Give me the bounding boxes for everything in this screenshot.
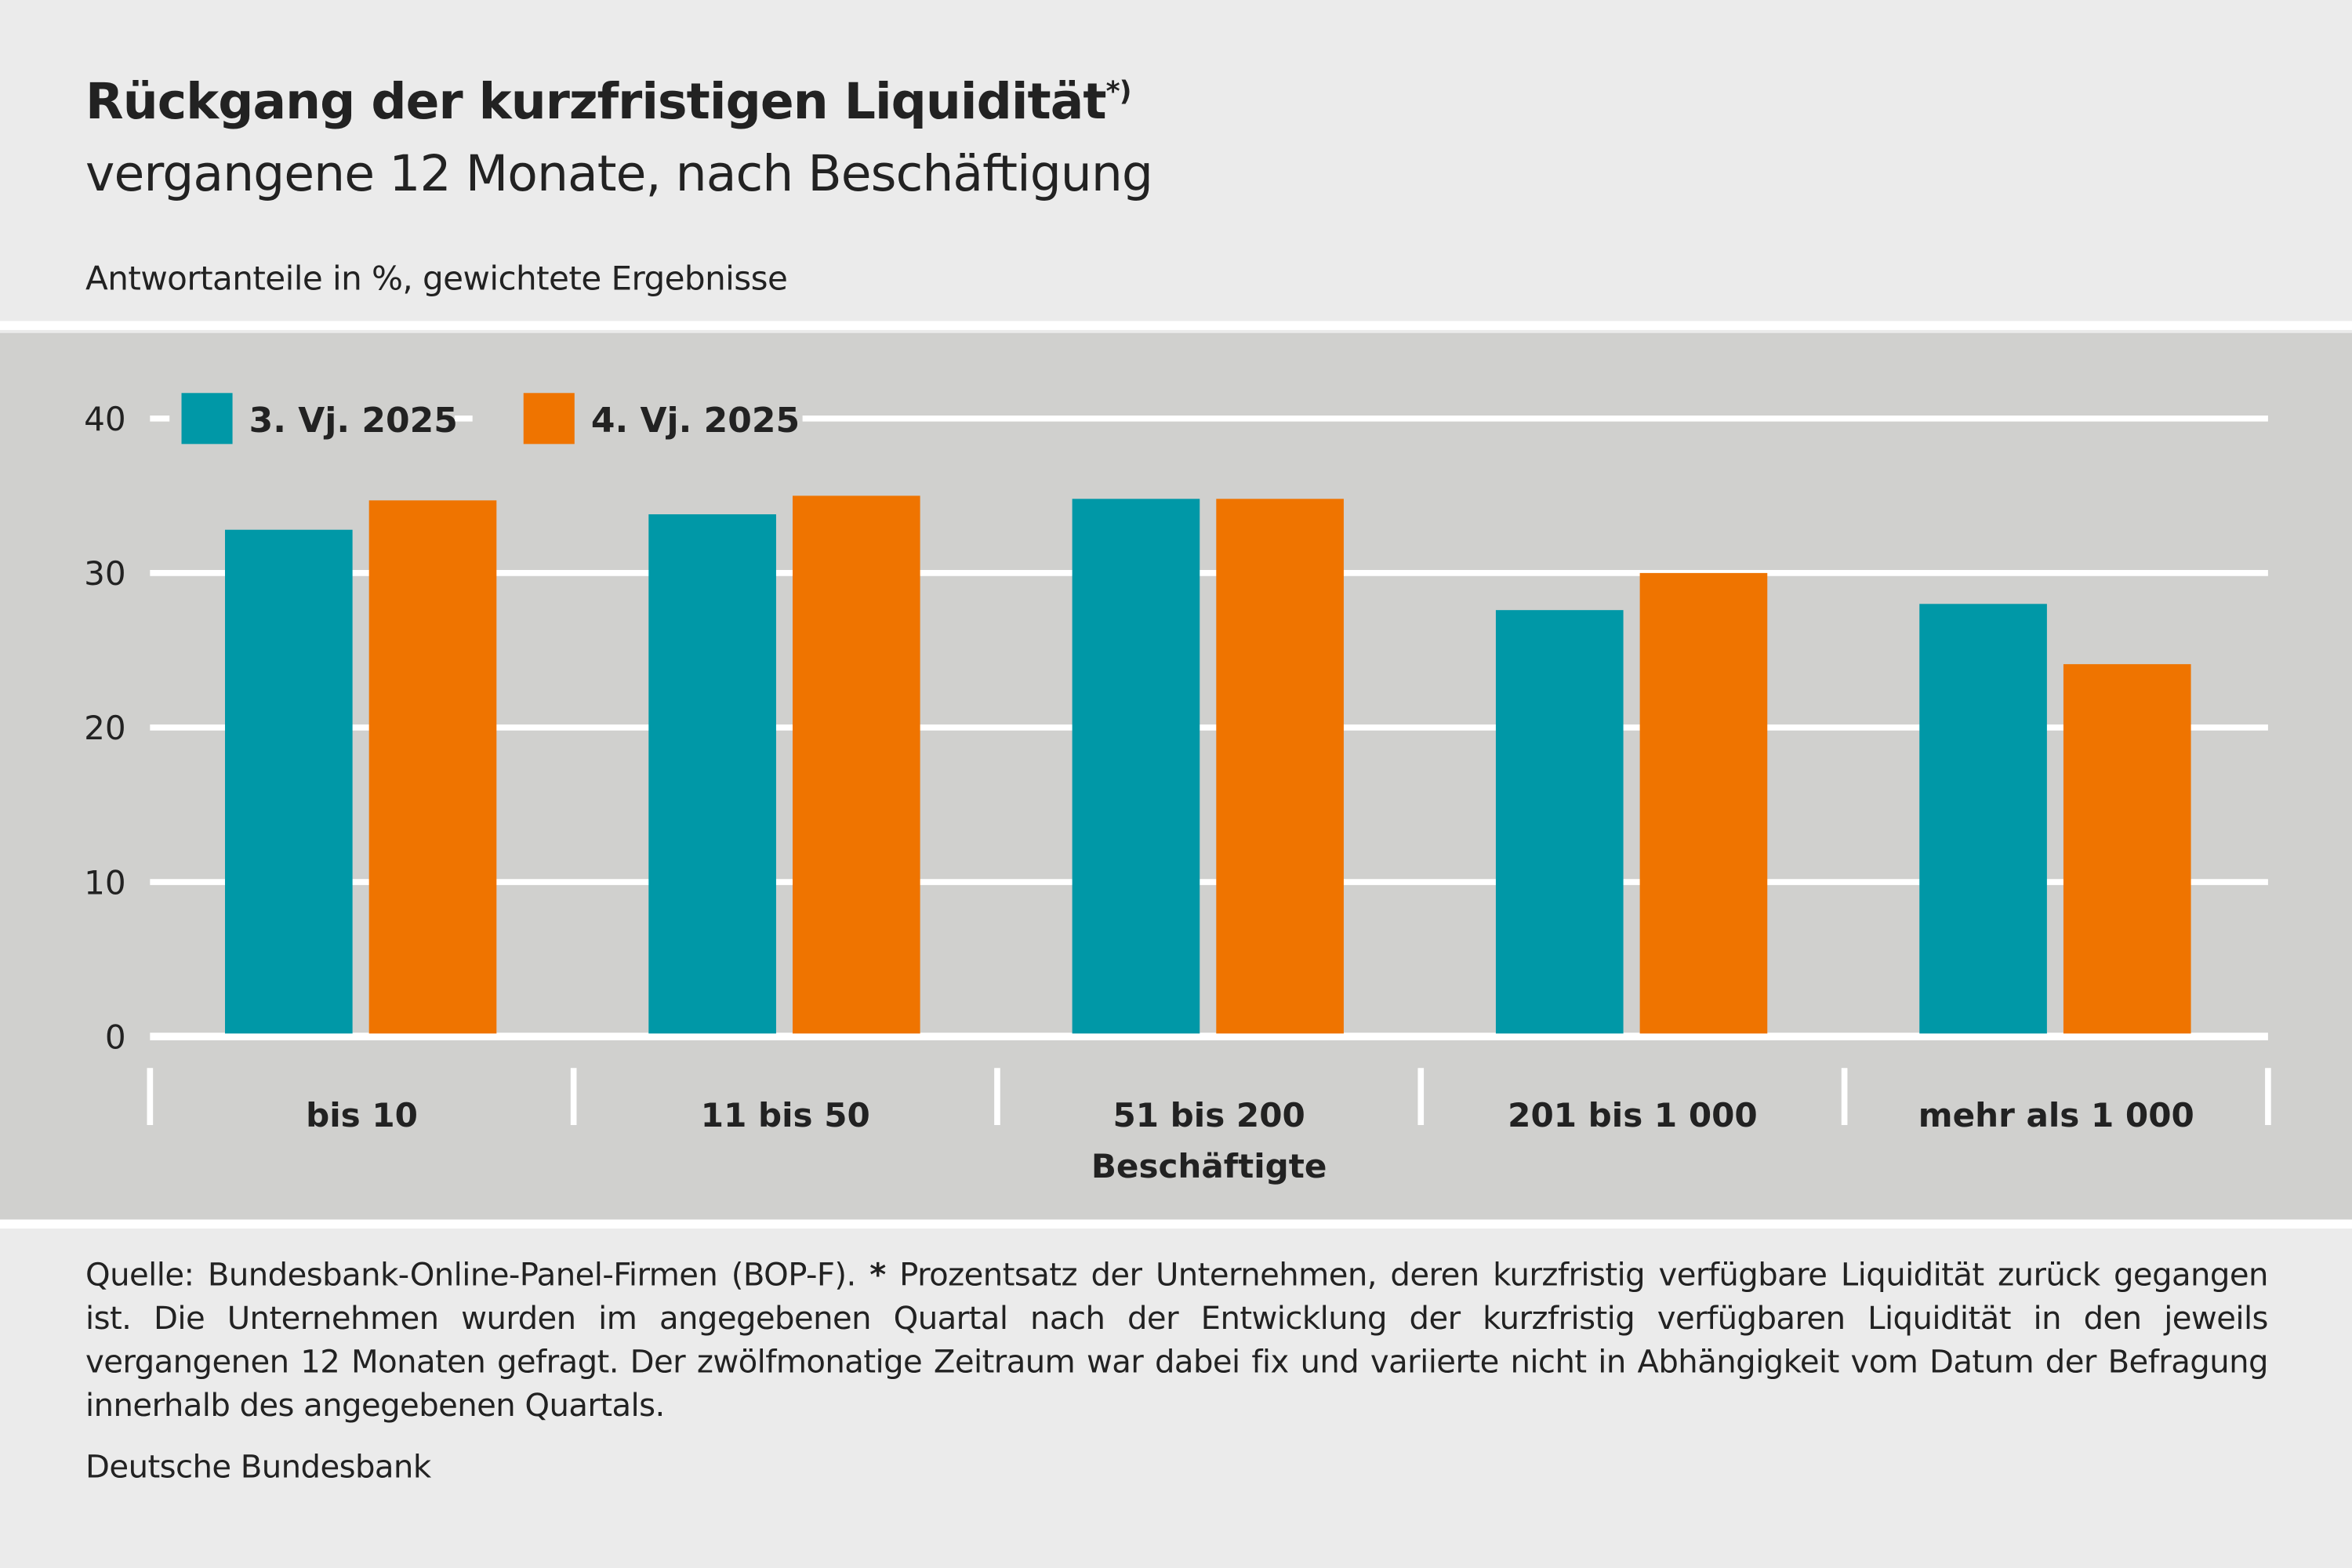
footnote-star: * [869,1257,886,1294]
title-text: Rückgang der kurzfristigen Liquidität [85,71,1107,131]
legend-label: 3. Vj. 2025 [249,401,458,441]
bar-2 [792,495,920,1034]
x-axis-label: Beschäftigte [1091,1147,1327,1185]
bar-1 [1072,499,1200,1034]
x-tick-label: 11 bis 50 [701,1096,870,1134]
footnote-text: Prozentsatz der Unternehmen, deren kurzf… [85,1257,2268,1424]
publisher: Deutsche Bundesbank [85,1449,431,1486]
bar-1 [648,514,776,1034]
chart-subtitle: vergangene 12 Monate, nach Beschäftigung [85,143,1153,203]
y-tick-label: 30 [84,554,126,593]
legend-swatch [523,393,575,445]
unit-label: Antwortanteile in %, gewichtete Ergebnis… [85,260,788,299]
footnote: Quelle: Bundesbank-Online-Panel-Firmen (… [85,1254,2268,1428]
chart-title: Rückgang der kurzfristigen Liquidität*) [85,72,1131,131]
legend-swatch [181,393,233,445]
legend-label: 4. Vj. 2025 [591,401,800,441]
x-tick-label: 201 bis 1 000 [1508,1096,1757,1134]
y-tick-label: 10 [84,863,126,902]
divider-top [0,321,2352,330]
source-text: Quelle: Bundesbank-Online-Panel-Firmen (… [85,1257,870,1294]
bar-2 [368,500,497,1034]
bar-1 [1919,604,2047,1034]
bar-1 [1495,610,1624,1034]
y-tick-label: 0 [105,1018,126,1056]
bar-2 [2063,664,2191,1034]
bar-2 [1216,499,1344,1034]
bar-1 [224,529,353,1034]
x-tick-label: mehr als 1 000 [1918,1096,2194,1134]
x-tick-label: bis 10 [306,1096,418,1134]
y-tick-label: 40 [84,400,126,438]
divider-bottom [0,1219,2352,1229]
title-footnote-marker: *) [1105,76,1132,108]
x-tick-label: 51 bis 200 [1112,1096,1305,1134]
y-tick-label: 20 [84,709,126,747]
bar-2 [1639,572,1768,1034]
